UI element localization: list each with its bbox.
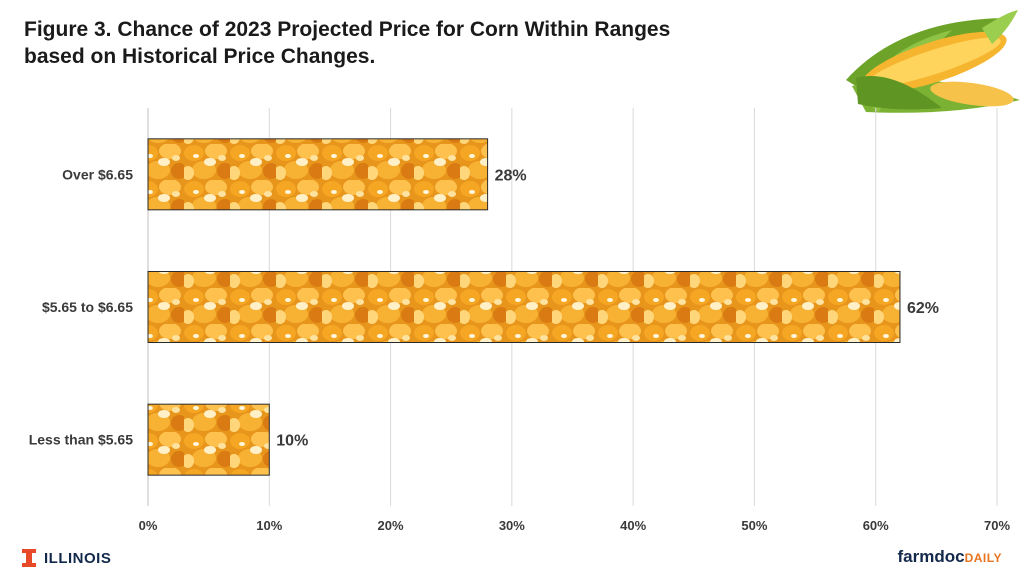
x-tick-label-50: 50% xyxy=(741,518,767,533)
chart-title-line-1: Figure 3. Chance of 2023 Projected Price… xyxy=(24,18,671,41)
x-tick-label-60: 60% xyxy=(863,518,889,533)
bar-2 xyxy=(147,403,270,476)
data-label-0: 28% xyxy=(495,167,527,184)
bar-0 xyxy=(147,138,489,211)
illinois-logo-text: ILLINOIS xyxy=(44,549,112,567)
category-label-1: $5.65 to $6.65 xyxy=(42,299,133,315)
chart-title-line-2: based on Historical Price Changes. xyxy=(24,45,376,68)
x-tick-label-70: 70% xyxy=(984,518,1010,533)
category-label-0: Over $6.65 xyxy=(62,166,133,182)
farmdoc-daily-logo: farmdocDAILY xyxy=(898,547,1002,567)
data-label-2: 10% xyxy=(276,433,308,450)
x-tick-label-30: 30% xyxy=(499,518,525,533)
bar-1 xyxy=(147,271,901,343)
data-labels: 28% 62% 10% xyxy=(276,167,939,449)
x-tick-label-10: 10% xyxy=(256,518,282,533)
farmdoc-logo-accent: DAILY xyxy=(964,551,1002,565)
category-label-2: Less than $5.65 xyxy=(29,432,133,448)
illinois-block-i-icon xyxy=(22,549,36,567)
data-label-1: 62% xyxy=(907,300,939,317)
x-tick-label-0: 0% xyxy=(139,518,158,533)
chart-title: Figure 3. Chance of 2023 Projected Price… xyxy=(24,16,784,70)
farmdoc-logo-main: farmdoc xyxy=(897,547,965,566)
x-tick-label-20: 20% xyxy=(378,518,404,533)
corn-cob-image xyxy=(846,10,1020,113)
x-tick-label-40: 40% xyxy=(620,518,646,533)
x-tick-labels: 0% 10% 20% 30% 40% 50% 60% 70% xyxy=(139,518,1011,533)
bars xyxy=(147,138,901,476)
illinois-logo: ILLINOIS xyxy=(22,549,111,567)
category-labels: Over $6.65 $5.65 to $6.65 Less than $5.65 xyxy=(29,166,133,447)
